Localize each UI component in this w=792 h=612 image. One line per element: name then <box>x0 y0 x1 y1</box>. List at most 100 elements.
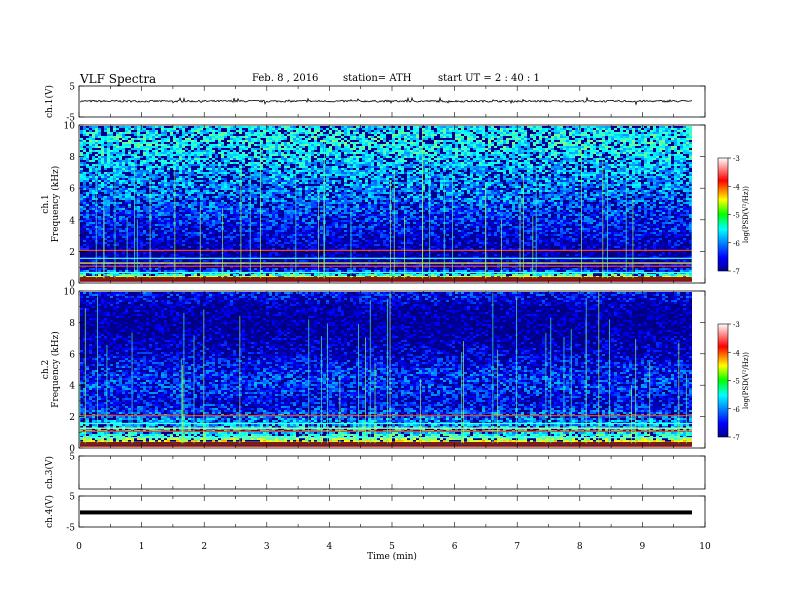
ch1-spec-cell <box>143 268 146 270</box>
ch1-spec-cell <box>119 232 122 234</box>
ch1-spec-cell <box>161 130 164 132</box>
ch1-spec-cell <box>182 194 185 196</box>
ch1-spec-cell <box>212 168 215 170</box>
ch1-spec-cell <box>185 184 188 186</box>
ch1-spec-cell <box>167 176 170 178</box>
ch1-spec-cell <box>272 234 275 236</box>
ch1-spec-cell <box>182 260 185 262</box>
ch1-spec-cell <box>305 230 308 232</box>
ch1-spec-cell <box>116 148 119 150</box>
ch1-spec-cell <box>164 260 167 262</box>
ch1-spec-cell <box>152 138 155 140</box>
ch1-spec-cell <box>287 246 290 248</box>
ch1-spec-cell <box>305 134 308 136</box>
ch1-spec-cell <box>191 254 194 256</box>
ch1-spec-cell <box>176 218 179 220</box>
ch1-spec-cell <box>80 176 83 178</box>
ch1-spec-cell <box>221 136 224 138</box>
ch1-spec-cell <box>263 248 266 250</box>
ch1-spec-cell <box>278 208 281 210</box>
ch1-spec-cell <box>206 268 209 270</box>
ch1-spec-cell <box>263 242 266 244</box>
ch1-spec-cell <box>98 140 101 142</box>
ch1-spec-cell <box>227 134 230 136</box>
ch1-spec-cell <box>332 268 335 270</box>
ch1-spec-cell <box>281 242 284 244</box>
ch1-spec-cell <box>107 248 110 250</box>
ch1-spec-cell <box>290 136 293 138</box>
ch1-spec-cell <box>284 192 287 194</box>
ch1-spec-cell <box>167 182 170 184</box>
ch1-spec-cell <box>287 146 290 148</box>
ch1-spec-cell <box>89 132 92 134</box>
ch1-spec-cell <box>221 142 224 144</box>
ch1-spec-cell <box>317 188 320 190</box>
ch1-spec-cell <box>299 212 302 214</box>
ch1-spec-cell <box>323 138 326 140</box>
ch1-spec-cell <box>164 162 167 164</box>
ch1-spec-cell <box>152 210 155 212</box>
ch1-spec-cell <box>266 220 269 222</box>
ch1-spec-cell <box>110 260 113 262</box>
ch1-spec-cell <box>296 128 299 130</box>
ch1-spec-cell <box>263 182 266 184</box>
ch1-spec-cell <box>320 218 323 220</box>
ch1-spec-cell <box>209 204 212 206</box>
ch1-spec-cell <box>98 254 101 256</box>
ch1-spec-cell <box>302 172 305 174</box>
ch1-spec-cell <box>164 246 167 248</box>
ch1-spec-cell <box>188 150 191 152</box>
ch1-spec-cell <box>314 194 317 196</box>
ch1-spec-cell <box>287 256 290 258</box>
ch1-spec-cell <box>83 192 86 194</box>
ch1-spec-cell <box>194 150 197 152</box>
ch1-spec-cell <box>209 230 212 232</box>
ch1-spec-cell <box>299 242 302 244</box>
ch1-spec-cell <box>194 230 197 232</box>
ch1-spec-cell <box>335 146 338 148</box>
ch1-spec-cell <box>191 172 194 174</box>
ch1-spec-cell <box>80 186 83 188</box>
ch1-spec-cell <box>182 158 185 160</box>
ch1-spec-cell <box>299 194 302 196</box>
ch1-spec-cell <box>233 152 236 154</box>
ch1-spec-cell <box>317 134 320 136</box>
ch1-spec-cell <box>326 226 329 228</box>
ch1-spec-cell <box>149 260 152 262</box>
ch1-spec-cell <box>113 244 116 246</box>
ch1-spec-cell <box>176 252 179 254</box>
ch1-spec-cell <box>98 210 101 212</box>
ch1-spec-cell <box>266 218 269 220</box>
ch1-spec-cell <box>209 242 212 244</box>
ch1-spec-cell <box>119 188 122 190</box>
ch1-spec-cell <box>110 228 113 230</box>
ch1-spec-cell <box>197 246 200 248</box>
ch1-spec-cell <box>149 212 152 214</box>
ch1-spec-cell <box>113 226 116 228</box>
ch1-spec-cell <box>239 130 242 132</box>
ch1-spec-cell <box>86 256 89 258</box>
ch1-spec-cell <box>80 180 83 182</box>
ch1-spec-cell <box>314 246 317 248</box>
ch1-spec-cell <box>131 132 134 134</box>
ch1-spec-cell <box>89 218 92 220</box>
ch1-spec-cell <box>86 236 89 238</box>
ch1-spec-cell <box>164 214 167 216</box>
ch1-spec-cell <box>194 246 197 248</box>
ch1-spec-cell <box>185 232 188 234</box>
ch1-spec-cell <box>206 188 209 190</box>
ch1-spec-cell <box>149 200 152 202</box>
ch1-spec-cell <box>167 260 170 262</box>
ch1-spec-cell <box>131 162 134 164</box>
ch1-spec-cell <box>122 150 125 152</box>
ch1-spec-cell <box>191 246 194 248</box>
ch1-spec-cell <box>125 160 128 162</box>
ch1-spec-cell <box>155 254 158 256</box>
ch1-spec-cell <box>266 128 269 130</box>
ch1-spec-cell <box>332 128 335 130</box>
ch1-spec-cell <box>158 166 161 168</box>
ch1-spec-cell <box>281 158 284 160</box>
ch1-spec-cell <box>263 168 266 170</box>
ch1-spec-cell <box>311 168 314 170</box>
ch1-spec-cell <box>170 180 173 182</box>
